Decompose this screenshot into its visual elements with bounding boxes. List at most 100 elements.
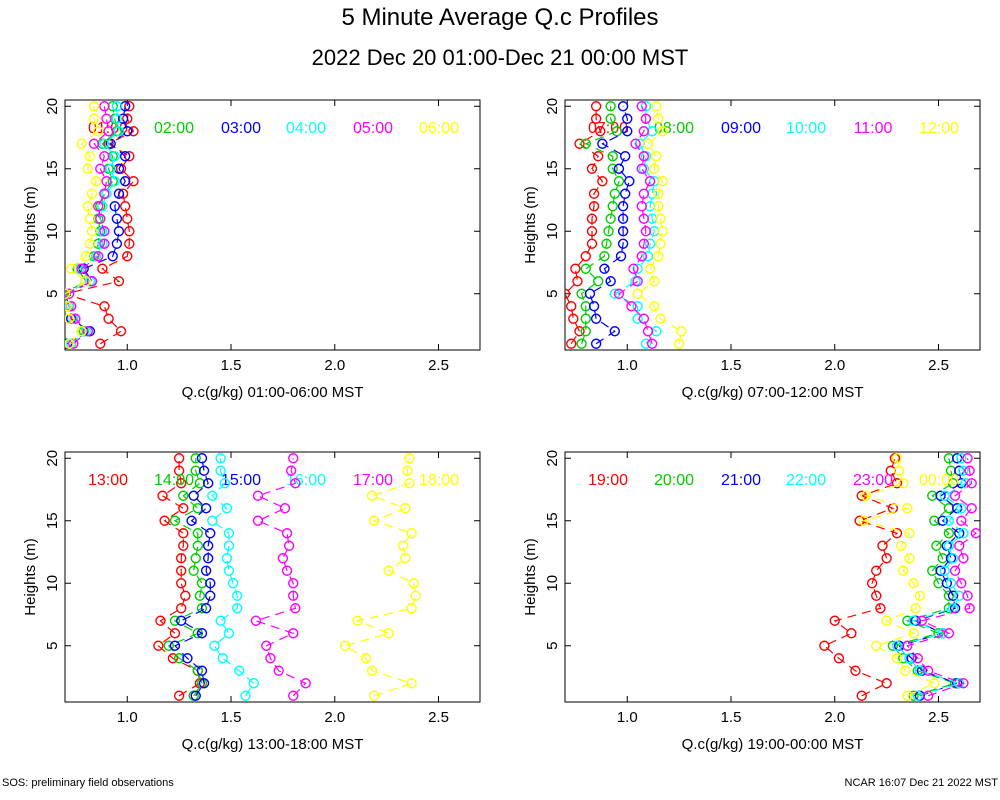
x-tick-label: 1.0 <box>617 357 638 374</box>
data-point <box>935 565 946 576</box>
data-point <box>850 665 861 676</box>
series-line-0800 <box>580 106 620 344</box>
data-point <box>912 690 923 701</box>
data-point <box>891 478 903 489</box>
data-point <box>202 540 214 551</box>
data-point <box>76 138 87 149</box>
data-point <box>65 301 73 312</box>
legend-label-0500: 05:00 <box>353 120 393 137</box>
data-point <box>190 453 201 464</box>
data-point <box>644 263 656 274</box>
data-point <box>590 101 602 112</box>
data-point <box>597 176 608 187</box>
legend-label-2000: 20:00 <box>654 472 694 489</box>
data-point <box>960 478 971 489</box>
data-point <box>964 465 975 476</box>
data-point <box>846 628 857 639</box>
data-point <box>626 301 637 312</box>
data-point <box>937 515 948 526</box>
data-point <box>202 553 214 564</box>
data-point <box>215 465 226 476</box>
data-point <box>205 590 216 601</box>
data-point <box>240 690 251 701</box>
data-point <box>107 251 118 262</box>
data-point <box>898 565 909 576</box>
data-point <box>927 490 938 501</box>
data-point <box>124 226 135 237</box>
legend-label-0300: 03:00 <box>221 120 261 137</box>
y-tick-label: 15 <box>544 512 561 529</box>
legend-label-1900: 19:00 <box>588 472 628 489</box>
data-point <box>566 338 577 349</box>
data-point <box>113 276 125 287</box>
data-point <box>92 201 104 212</box>
data-point <box>651 326 662 337</box>
data-point <box>101 176 112 187</box>
legend-label-1000: 10:00 <box>786 120 826 137</box>
data-point <box>891 528 903 539</box>
data-point <box>638 188 650 199</box>
data-point <box>574 138 585 149</box>
series-line-0600 <box>65 106 99 345</box>
data-point <box>954 590 965 601</box>
x-axis-label: Q.c(g/kg) 07:00-12:00 MST <box>682 384 864 401</box>
data-point <box>943 590 955 601</box>
data-point <box>92 126 104 137</box>
series-line-1000 <box>613 106 658 345</box>
data-point <box>196 603 208 614</box>
data-point <box>601 238 612 249</box>
data-point <box>933 578 944 589</box>
y-tick-label: 20 <box>544 98 561 115</box>
data-point <box>651 101 662 112</box>
data-point <box>937 628 948 639</box>
data-point <box>902 503 913 514</box>
data-point <box>406 528 417 539</box>
data-point <box>966 478 977 489</box>
data-point <box>590 338 602 349</box>
data-point <box>178 540 189 551</box>
data-point <box>943 515 955 526</box>
data-point <box>912 653 923 664</box>
data-point <box>887 640 899 651</box>
data-point <box>281 528 293 539</box>
data-point <box>628 263 639 274</box>
data-point <box>646 338 658 349</box>
data-point <box>105 138 116 149</box>
data-point <box>200 603 212 614</box>
data-point <box>105 163 116 174</box>
data-point <box>599 251 610 262</box>
data-point <box>642 251 654 262</box>
data-point <box>904 528 915 539</box>
data-point <box>640 338 652 349</box>
data-point <box>178 503 189 514</box>
data-point <box>383 628 394 639</box>
y-tick-label: 5 <box>544 290 561 298</box>
data-point <box>383 565 394 576</box>
data-point <box>190 553 201 564</box>
data-point <box>937 553 948 564</box>
data-point <box>279 503 291 514</box>
data-point <box>109 151 121 162</box>
data-point <box>644 238 656 249</box>
data-point <box>962 590 973 601</box>
data-point <box>200 565 212 576</box>
data-point <box>368 515 380 526</box>
data-point <box>111 238 123 249</box>
data-point <box>215 453 226 464</box>
series-line-1900 <box>823 458 899 697</box>
data-point <box>65 288 75 299</box>
data-point <box>107 101 118 112</box>
data-point <box>180 590 191 601</box>
data-point <box>568 313 579 324</box>
data-point <box>265 653 276 664</box>
data-point <box>644 176 656 187</box>
plot-frame-3 <box>64 451 481 703</box>
series-line-1800 <box>343 458 417 697</box>
data-point <box>638 151 650 162</box>
data-point <box>163 640 174 651</box>
legend-label-1500: 15:00 <box>221 472 261 489</box>
series-line-2300 <box>906 458 977 697</box>
data-point <box>223 628 235 639</box>
data-point <box>207 490 218 501</box>
data-point <box>97 263 108 274</box>
